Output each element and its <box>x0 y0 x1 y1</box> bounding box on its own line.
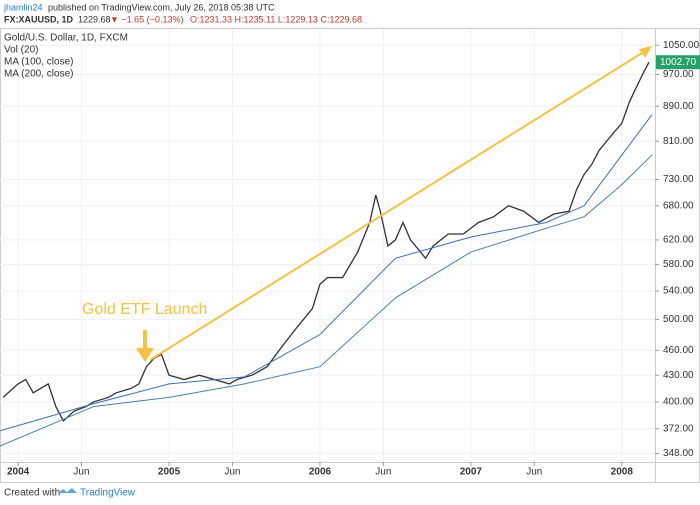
last: 1229.68 <box>78 14 111 24</box>
symbol: FX:XAUUSD, 1D <box>4 14 74 24</box>
trend-arrow <box>149 47 651 361</box>
x-tick-label: Jun <box>526 467 542 478</box>
y-tick-label: 1050.00 <box>663 40 700 51</box>
x-tick-label: Jun <box>224 467 240 478</box>
legend-ma100: MA (100, close) <box>4 57 73 68</box>
y-tick-label: 970.00 <box>663 69 694 80</box>
annotation: Gold ETF Launch <box>82 301 207 318</box>
x-tick-label: 2007 <box>460 467 483 478</box>
y-tick-label: 810.00 <box>663 136 694 147</box>
logo <box>58 488 77 493</box>
trend-arrowhead <box>639 46 652 58</box>
y-tick-label: 348.00 <box>663 448 694 459</box>
change: ▼ −1.65 (−0.13%) <box>110 14 183 24</box>
x-tick-label: 2006 <box>309 467 332 478</box>
y-tick-label: 730.00 <box>663 174 694 185</box>
price-line <box>2 61 650 422</box>
y-tick-label: 620.00 <box>663 235 694 246</box>
y-tick-label: 890.00 <box>663 101 694 112</box>
footer-brand[interactable]: TradingView <box>80 488 136 499</box>
x-tick-label: 2004 <box>7 467 30 478</box>
legend-main: Gold/U.S. Dollar, 1D, FXCM <box>4 33 128 44</box>
y-tick-label: 460.00 <box>663 345 694 356</box>
moving-average <box>0 154 653 447</box>
last-price-label: 1002.70 <box>660 57 697 68</box>
y-tick-label: 680.00 <box>663 200 694 211</box>
author[interactable]: jhamlin24 <box>3 2 43 12</box>
x-tick-label: Jun <box>375 467 391 478</box>
legend-ma200: MA (200, close) <box>4 69 73 80</box>
published: published on TradingView.com, July 26, 2… <box>48 2 275 12</box>
x-tick-label: 2005 <box>158 467 181 478</box>
last-price-box <box>656 55 700 70</box>
y-tick-label: 372.00 <box>663 423 694 434</box>
y-tick-label: 400.00 <box>663 397 694 408</box>
y-tick-label: 430.00 <box>663 370 694 381</box>
y-tick-label: 540.00 <box>663 286 694 297</box>
x-tick-label: 2008 <box>611 467 634 478</box>
y-tick-label: 580.00 <box>663 259 694 270</box>
ohlc: O:1231.33 H:1235.11 L:1229.13 C:1229.68 <box>190 14 362 24</box>
down-arrowhead <box>136 348 154 362</box>
frame <box>0 28 700 483</box>
legend-vol: Vol (20) <box>4 45 38 56</box>
footer-created: Created with <box>4 488 60 499</box>
moving-average <box>0 114 653 432</box>
y-tick-label: 500.00 <box>663 314 694 325</box>
x-tick-label: Jun <box>73 467 89 478</box>
